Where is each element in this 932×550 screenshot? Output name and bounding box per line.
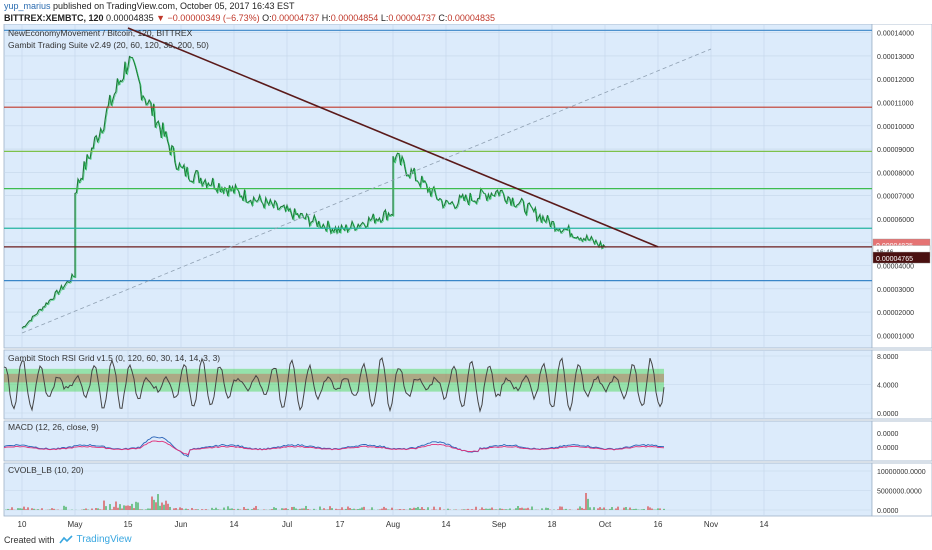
stoch-band-green xyxy=(4,368,664,392)
x-tick-label: 14 xyxy=(230,520,239,529)
volume-y-tick-label: 0.0000 xyxy=(877,508,899,515)
macd-pane xyxy=(3,420,873,462)
x-tick-label: Oct xyxy=(599,520,612,529)
stoch-pane-title: Gambit Stoch RSI Grid v1.5 (0, 120, 60, … xyxy=(8,353,220,363)
main-price-axis xyxy=(871,24,932,349)
stoch-band-red xyxy=(4,373,664,383)
y-tick-label: 0.00006000 xyxy=(877,217,914,224)
stoch-y-tick-label: 8.0000 xyxy=(877,354,899,361)
main-pane-title: NewEconomyMovement / Bitcoin, 120, BITTR… xyxy=(8,28,193,38)
tradingview-brand[interactable]: TradingView xyxy=(76,534,132,545)
x-tick-label: May xyxy=(67,520,82,529)
y-tick-label: 0.00009000 xyxy=(877,147,914,154)
x-tick-label: Aug xyxy=(386,520,400,529)
macd-price-axis xyxy=(871,420,932,462)
price-series-highlight xyxy=(22,57,607,330)
dashed-trendline xyxy=(21,48,712,334)
high-label: H: xyxy=(321,13,331,23)
publish-info: yup_marius published on TradingView.com,… xyxy=(4,1,295,11)
level-price-tag: 0.00004765 xyxy=(876,256,913,263)
y-tick-label: 0.00014000 xyxy=(877,31,914,38)
macd-y-tick-label: 0.0000 xyxy=(877,445,899,452)
stoch-price-axis xyxy=(871,349,932,420)
x-tick-label: 18 xyxy=(548,520,557,529)
footer: Created with TradingView xyxy=(4,534,132,545)
x-tick-label: Nov xyxy=(704,520,718,529)
x-tick-label: 16 xyxy=(654,520,663,529)
x-tick-label: Jun xyxy=(175,520,188,529)
ohlc-legend: BITTREX:XEMBTC, 120 0.00004835 ▼ −0.0000… xyxy=(4,13,495,23)
y-tick-label: 0.00011000 xyxy=(877,101,914,108)
x-tick-label: Jul xyxy=(282,520,292,529)
x-tick-label: Sep xyxy=(492,520,507,529)
stoch-line xyxy=(3,356,665,413)
open-value: 0.00004737 xyxy=(271,13,320,23)
low-label: L: xyxy=(380,13,389,23)
y-tick-label: 0.00003000 xyxy=(877,287,914,294)
x-tick-label: 14 xyxy=(442,520,451,529)
symbol-label: BITTREX:XEMBTC, 120 xyxy=(4,13,104,23)
y-tick-label: 0.00012000 xyxy=(877,77,914,84)
y-tick-label: 0.00002000 xyxy=(877,310,914,317)
level-price-tag-box xyxy=(872,251,931,264)
macd-signal-line xyxy=(3,440,665,456)
vol-pane-title: CVOLB_LB (10, 20) xyxy=(8,465,84,475)
y-tick-label: 0.00001000 xyxy=(877,333,914,340)
macd-pane-title: MACD (12, 26, close, 9) xyxy=(8,422,99,432)
volume-y-tick-label: 5000000.0000 xyxy=(877,489,922,496)
main-pane xyxy=(3,24,873,349)
x-tick-label: 15 xyxy=(124,520,133,529)
author-link[interactable]: yup_marius xyxy=(4,1,51,11)
last-price: 0.00004835 xyxy=(106,13,154,23)
chart-area[interactable]: 10 May 15 Jun 14 Jul 17 Aug 14 Sep 18 Oct 16 Nov 14 0.0… xyxy=(0,24,932,532)
stoch-y-tick-label: 4.0000 xyxy=(877,383,899,390)
low-value: 0.00004737 xyxy=(388,13,436,23)
published-text: published on TradingView.com, October 05… xyxy=(53,1,295,11)
main-indicator-title: Gambit Trading Suite v2.49 (20, 60, 120,… xyxy=(8,40,209,50)
x-tick-label: 14 xyxy=(760,520,769,529)
macd-y-tick-label: 0.0000 xyxy=(877,431,899,438)
x-tick-label: 10 xyxy=(18,520,27,529)
stoch-y-tick-label: 0.0000 xyxy=(877,411,899,418)
close-label: C: xyxy=(438,13,448,23)
y-tick-label: 0.00004000 xyxy=(877,263,914,270)
y-tick-label: 0.00010000 xyxy=(877,124,914,131)
price-series-line xyxy=(21,55,606,329)
y-tick-label: 0.00007000 xyxy=(877,194,914,201)
high-value: 0.00004854 xyxy=(330,13,379,23)
tradingview-logo-icon xyxy=(58,534,73,543)
down-arrow-icon: ▼ xyxy=(156,13,166,23)
change-value: −0.00000349 (−6.73%) xyxy=(167,13,260,23)
y-tick-label: 0.00008000 xyxy=(877,170,914,177)
descending-trendline xyxy=(127,27,659,248)
close-value: 0.00004835 xyxy=(447,13,495,23)
y-tick-label: 0.00013000 xyxy=(877,54,914,61)
volume-y-tick-label: 10000000.0000 xyxy=(877,469,926,476)
vol-price-axis xyxy=(871,462,932,517)
created-with-text: Created with xyxy=(4,534,55,545)
x-tick-label: 17 xyxy=(336,520,345,529)
open-label: O: xyxy=(262,13,272,23)
